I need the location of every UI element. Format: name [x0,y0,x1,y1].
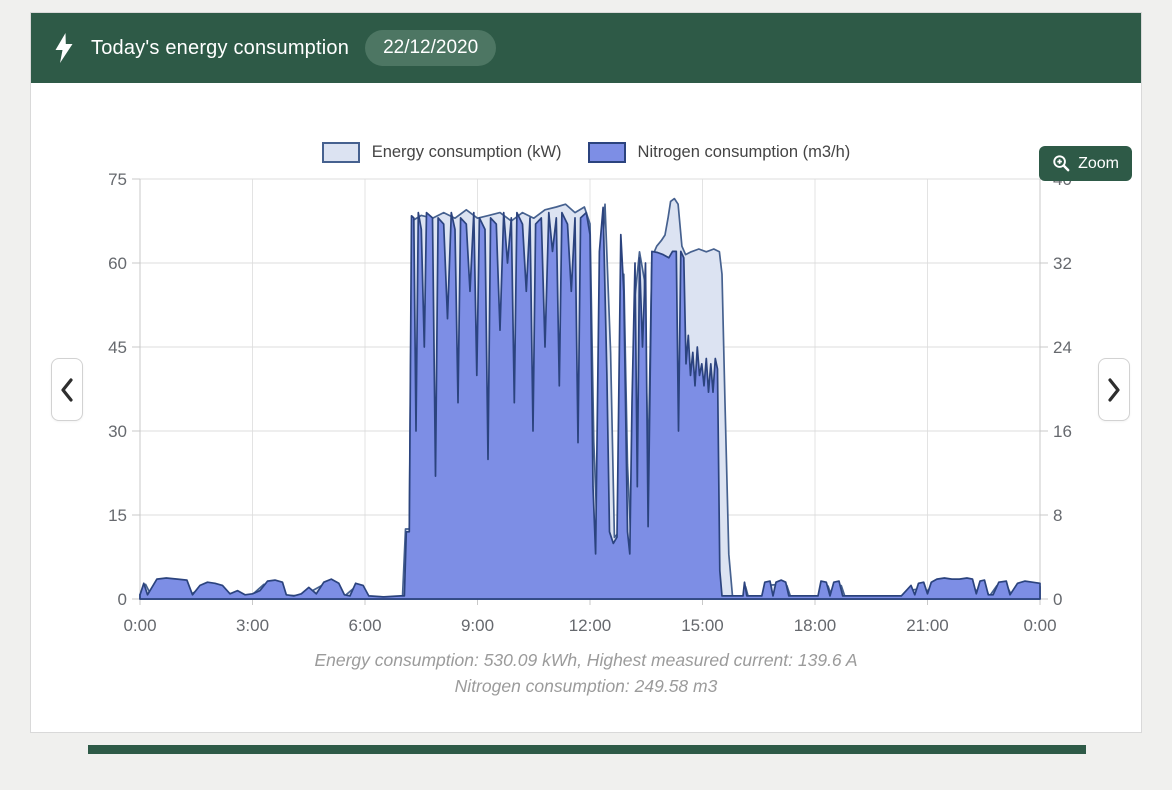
svg-text:9:00: 9:00 [461,616,494,635]
svg-text:30: 30 [108,422,127,441]
svg-text:16: 16 [1053,422,1072,441]
summary-energy-line: Energy consumption: 530.09 kWh, Highest … [314,650,858,670]
zoom-button[interactable]: Zoom [1039,146,1132,181]
chart-legend: Energy consumption (kW) Nitrogen consump… [31,139,1141,165]
svg-text:0:00: 0:00 [1023,616,1056,635]
svg-text:32: 32 [1053,254,1072,273]
svg-text:60: 60 [108,254,127,273]
svg-text:15:00: 15:00 [681,616,724,635]
page-title: Today's energy consumption [91,36,350,59]
svg-text:75: 75 [108,170,127,189]
nitrogen-legend-label: Nitrogen consumption (m3/h) [637,142,851,161]
next-day-button[interactable] [1098,358,1130,421]
svg-text:0:00: 0:00 [123,616,156,635]
svg-text:0: 0 [1053,590,1062,609]
svg-text:18:00: 18:00 [794,616,837,635]
energy-legend-label: Energy consumption (kW) [371,142,562,161]
chevron-left-icon [61,377,73,402]
chart-summary: Energy consumption: 530.09 kWh, Highest … [31,647,1141,699]
summary-nitrogen-line: Nitrogen consumption: 249.58 m3 [454,676,718,696]
legend-item-energy[interactable]: Energy consumption (kW) [321,141,562,163]
svg-text:24: 24 [1053,338,1072,357]
svg-text:21:00: 21:00 [906,616,949,635]
zoom-button-label: Zoom [1078,154,1119,172]
svg-text:0: 0 [118,590,127,609]
energy-consumption-card: Today's energy consumption 22/12/2020 Zo… [30,12,1142,733]
date-badge: 22/12/2020 [365,30,497,66]
magnifier-plus-icon [1053,155,1070,172]
card-header: Today's energy consumption 22/12/2020 [31,13,1141,83]
svg-text:15: 15 [108,506,127,525]
next-widget-header-strip [88,745,1086,754]
consumption-area-chart: 0:00 3:00 6:00 9:00 12:00 15:00 18:00 21:00 0:00… [108,170,1072,635]
chart-panel: Zoom Energy consumption (kW) Nitrogen co… [31,139,1141,790]
svg-text:45: 45 [108,338,127,357]
nitrogen-swatch [587,141,626,163]
svg-text:3:00: 3:00 [236,616,269,635]
previous-day-button[interactable] [51,358,83,421]
lightning-bolt-icon [55,33,73,63]
svg-text:12:00: 12:00 [569,616,612,635]
legend-item-nitrogen[interactable]: Nitrogen consumption (m3/h) [587,141,851,163]
svg-text:8: 8 [1053,506,1062,525]
svg-text:6:00: 6:00 [348,616,381,635]
energy-swatch [321,141,360,163]
chevron-right-icon [1108,377,1120,402]
